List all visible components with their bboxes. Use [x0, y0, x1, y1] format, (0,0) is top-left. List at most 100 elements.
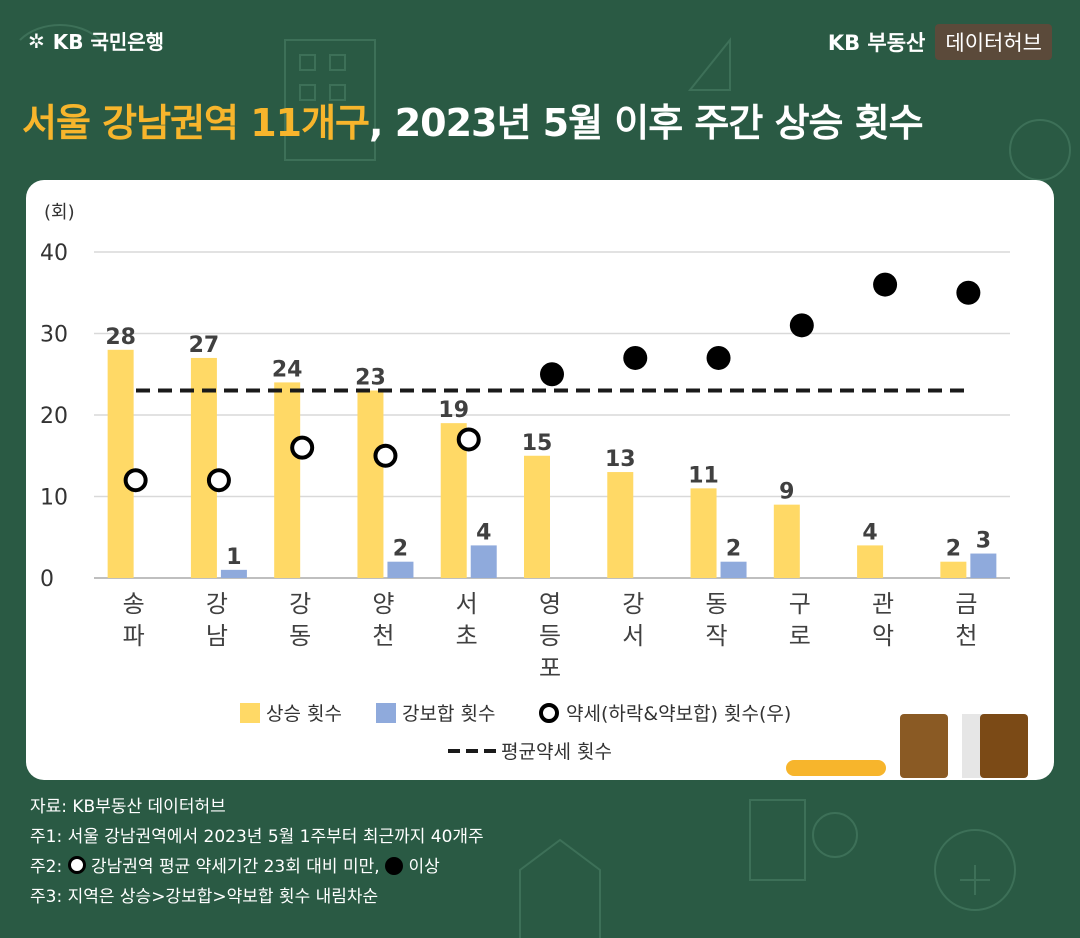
logo-text: KB 국민은행 [52, 30, 165, 54]
bar-chart: (회)01020304028송파271강남24강동232양천194서초15영등포… [40, 202, 1010, 763]
bar-rise [940, 561, 967, 578]
legend-swatch-rise [240, 703, 260, 723]
weak-marker-below [123, 468, 148, 493]
y-tick-label: 0 [40, 567, 54, 592]
bar-flat [387, 561, 414, 578]
x-tick-label: 금 [955, 590, 977, 618]
x-tick-label: 동 [705, 590, 727, 618]
y-tick-label: 30 [40, 323, 68, 348]
bar-flat [720, 561, 747, 578]
x-tick-label: 작 [705, 622, 727, 650]
data-label-flat: 4 [476, 520, 491, 545]
x-tick-label: 송 [123, 590, 145, 618]
legend-swatch-flat [376, 703, 396, 723]
books-decoration [786, 714, 1028, 778]
x-tick-label: 초 [456, 622, 478, 650]
data-label-rise: 24 [272, 357, 303, 382]
data-label-rise: 9 [779, 480, 794, 505]
weak-marker-above [623, 345, 648, 370]
note-source: 자료: KB부동산 데이터허브 [30, 797, 226, 817]
x-tick-label: 로 [789, 622, 811, 650]
data-label-rise: 19 [438, 398, 469, 423]
open-circle-icon [67, 856, 86, 874]
legend-label-weak: 약세(하락&약보합) 횟수(우) [566, 703, 791, 725]
weak-marker-below [206, 468, 231, 493]
x-tick-label: 남 [206, 622, 228, 650]
data-label-rise: 11 [688, 463, 719, 488]
note-2: 주2: 강남권역 평균 약세기간 23회 대비 미만, 이상 [30, 852, 484, 882]
weak-marker-above [956, 280, 981, 305]
note-3: 주3: 지역은 상승>강보합>약보합 횟수 내림차순 [30, 887, 379, 907]
data-label-rise: 4 [862, 520, 877, 545]
note-1: 주1: 서울 강남권역에서 2023년 5월 1주부터 최근까지 40개주 [30, 827, 484, 847]
note-2-prefix: 주2: [30, 857, 63, 877]
bar-flat [970, 553, 997, 578]
kb-bank-logo: ✲ KB 국민은행 [28, 26, 164, 55]
x-tick-label: 천 [372, 622, 394, 650]
weak-marker-above [789, 313, 814, 338]
x-tick-label: 강 [622, 590, 644, 618]
legend-label-flat: 강보합 횟수 [402, 703, 495, 725]
data-label-flat: 1 [226, 545, 241, 570]
footnotes: 자료: KB부동산 데이터허브 주1: 서울 강남권역에서 2023년 5월 1… [30, 792, 484, 912]
weak-marker-above [706, 345, 731, 370]
bar-flat [220, 569, 247, 578]
weak-marker-below [456, 427, 481, 452]
weak-marker-below [290, 435, 315, 460]
brand-name: KB 부동산 [827, 31, 926, 55]
data-label-rise: 13 [605, 447, 636, 472]
data-label-rise: 27 [189, 333, 220, 358]
bar-rise [274, 382, 301, 578]
data-label-rise: 2 [946, 537, 961, 562]
x-tick-label: 서 [456, 590, 478, 618]
bar-rise [524, 455, 550, 578]
y-tick-label: 10 [40, 486, 68, 511]
legend-label-average: 평균약세 횟수 [501, 741, 612, 763]
weak-marker-below [373, 443, 398, 468]
data-label-rise: 28 [105, 325, 136, 350]
data-label-flat: 2 [726, 537, 741, 562]
page-title: 서울 강남권역 11개구, 2023년 5월 이후 주간 상승 횟수 [22, 92, 924, 147]
chart-card: (회) 0 10 20 30 40 28 송 파 27 1 강 남 24 강 동 23 2 양 천 19 4 서 초 15 영 등 포… [26, 180, 1054, 780]
note-2-end: 이상 [408, 857, 440, 877]
x-tick-label: 파 [123, 622, 145, 650]
x-tick-label: 강 [206, 590, 228, 618]
data-label-rise: 15 [522, 431, 553, 456]
hub-badge: 데이터허브 [935, 24, 1052, 60]
title-rest: , 2023년 5월 이후 주간 상승 횟수 [369, 101, 924, 145]
kb-star-icon: ✲ [28, 28, 45, 53]
x-tick-label: 서 [622, 622, 644, 650]
x-tick-label: 악 [872, 622, 894, 650]
y-tick-label: 20 [40, 404, 68, 429]
brand-header: KB 부동산 데이터허브 [828, 24, 1052, 60]
x-tick-label: 등 [539, 622, 561, 650]
data-label-rise: 23 [355, 366, 386, 391]
bar-rise [190, 357, 217, 578]
bar-rise [857, 545, 884, 578]
bar-rise [607, 472, 634, 578]
bar-rise [690, 488, 717, 578]
x-tick-label: 동 [289, 622, 311, 650]
x-tick-label: 천 [955, 622, 977, 650]
weak-marker-above [873, 272, 898, 297]
x-tick-label: 양 [372, 590, 394, 618]
bar-rise [773, 504, 800, 578]
x-tick-label: 구 [789, 590, 811, 618]
x-tick-label: 관 [872, 590, 894, 618]
weak-marker-above [540, 362, 564, 387]
x-tick-label: 포 [539, 654, 561, 682]
note-2-mid: 강남권역 평균 약세기간 23회 대비 미만, [91, 857, 380, 877]
bar-rise [107, 349, 134, 578]
y-tick-label: 40 [40, 241, 68, 266]
legend-label-rise: 상승 횟수 [266, 703, 342, 725]
bar-rise [357, 390, 384, 578]
y-axis-label: (회) [44, 202, 75, 223]
x-tick-label: 강 [289, 590, 311, 618]
data-label-flat: 3 [976, 529, 991, 554]
bar-flat [470, 545, 497, 578]
data-label-flat: 2 [393, 537, 408, 562]
legend-marker-weak [539, 703, 559, 723]
title-highlight: 서울 강남권역 11개구 [22, 101, 370, 145]
filled-circle-icon [385, 857, 404, 875]
